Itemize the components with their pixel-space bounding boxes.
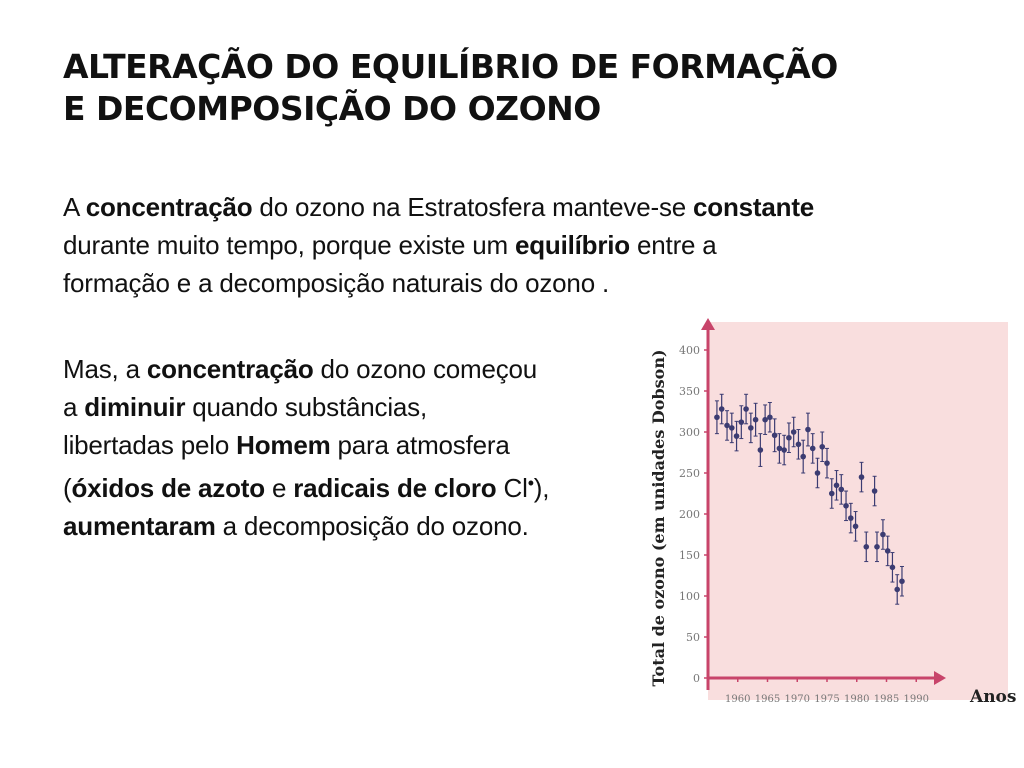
- data-point: [894, 586, 901, 593]
- data-point: [767, 414, 773, 421]
- title-line-2: E DECOMPOSIÇÃO DO OZONO: [63, 89, 601, 128]
- data-point: [729, 425, 735, 431]
- data-point: [752, 416, 759, 423]
- paragraph-decrease: Mas, a concentração do ozono começou a d…: [63, 350, 643, 545]
- x-tick-label: 1965: [755, 694, 780, 705]
- data-point: [738, 419, 745, 425]
- data-point: [714, 414, 720, 421]
- data-point: [884, 548, 891, 554]
- data-point: [843, 503, 849, 509]
- title-line-1: ALTERAÇÃO DO EQUILÍBRIO DE FORMAÇÃO: [63, 47, 838, 86]
- data-point: [889, 564, 896, 571]
- data-point: [858, 474, 865, 480]
- plot-background: [708, 322, 1008, 700]
- y-tick-label: 100: [679, 590, 700, 603]
- x-tick-label: 1975: [814, 694, 839, 705]
- x-tick-label: 1960: [725, 694, 750, 705]
- paragraph2-line-1: Mas, a concentração do ozono começou: [63, 354, 538, 384]
- data-point: [743, 406, 749, 412]
- y-tick-label: 200: [679, 508, 700, 521]
- x-axis-label: Anos: [969, 687, 1016, 707]
- x-tick-label: 1990: [904, 694, 929, 705]
- paragraph2-line-3: libertadas pelo Homem para atmosfera: [63, 430, 510, 460]
- y-tick-label: 300: [679, 426, 700, 439]
- data-point: [880, 531, 886, 538]
- paragraph2-line-5: aumentaram a decomposição do ozono.: [63, 511, 529, 541]
- data-point: [838, 486, 845, 493]
- data-point: [828, 490, 835, 497]
- x-tick-label: 1970: [785, 694, 810, 705]
- y-tick-label: 400: [679, 344, 700, 357]
- paragraph1-line-1: A concentração do ozono na Estratosfera …: [63, 192, 815, 222]
- y-tick-label: 250: [679, 467, 700, 480]
- data-point: [899, 578, 905, 585]
- data-point: [795, 441, 802, 448]
- data-point: [819, 443, 826, 450]
- data-point: [874, 544, 880, 550]
- x-tick-label: 1980: [844, 694, 869, 705]
- data-point: [790, 429, 797, 435]
- data-point: [748, 425, 754, 431]
- y-axis-arrow: [701, 318, 715, 330]
- x-tick-label: 1985: [874, 694, 899, 705]
- y-tick-label: 0: [693, 672, 700, 685]
- ozone-chart: Total de ozono (em unidades Dobson) Anos…: [636, 318, 1016, 718]
- paragraph1-line-3: formação e a decomposição naturais do oz…: [63, 268, 610, 298]
- paragraph2-line-4: (óxidos de azoto e radicais de cloro Cl•…: [63, 473, 550, 503]
- data-point: [805, 426, 811, 433]
- paragraph2-line-2: a diminuir quando substâncias,: [63, 392, 427, 422]
- data-point: [863, 544, 870, 550]
- data-point: [781, 447, 787, 453]
- data-point: [771, 432, 778, 439]
- data-point: [800, 453, 806, 460]
- y-tick-label: 150: [679, 549, 700, 562]
- data-point: [809, 445, 816, 452]
- data-point: [776, 445, 783, 452]
- data-point: [848, 515, 854, 521]
- y-axis-label: Total de ozono (em unidades Dobson): [649, 349, 668, 686]
- y-tick-label: 350: [679, 385, 700, 398]
- y-tick-label: 50: [686, 631, 700, 644]
- data-point: [786, 434, 792, 441]
- x-axis-arrow: [934, 671, 946, 685]
- data-point: [757, 447, 764, 453]
- data-point: [718, 406, 725, 412]
- data-point: [762, 416, 768, 423]
- data-point: [833, 482, 840, 489]
- data-point: [824, 460, 830, 466]
- data-point: [733, 433, 740, 439]
- data-point: [814, 470, 821, 476]
- data-point: [724, 422, 730, 429]
- paragraph-equilibrium: A concentração do ozono na Estratosfera …: [63, 188, 963, 302]
- data-point: [852, 523, 859, 530]
- slide-title: ALTERAÇÃO DO EQUILÍBRIO DE FORMAÇÃO E DE…: [63, 46, 963, 130]
- data-point: [871, 488, 878, 494]
- paragraph1-line-2: durante muito tempo, porque existe um eq…: [63, 230, 717, 260]
- ozone-chart-svg: Total de ozono (em unidades Dobson) Anos…: [649, 318, 1016, 707]
